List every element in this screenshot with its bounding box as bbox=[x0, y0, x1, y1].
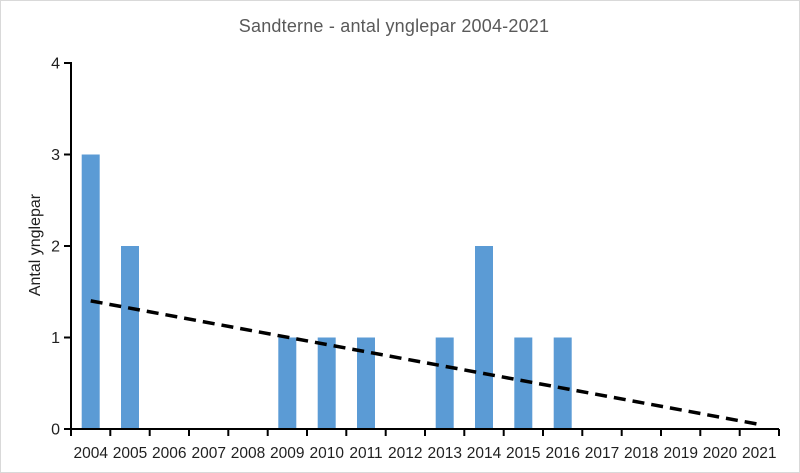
x-tick-label-2006: 2006 bbox=[152, 445, 186, 462]
x-tick-label-2007: 2007 bbox=[191, 445, 225, 462]
bar-2014 bbox=[475, 246, 493, 429]
trendline bbox=[90, 299, 760, 427]
y-tick-label-0: 0 bbox=[51, 422, 60, 439]
x-tick-label-2014: 2014 bbox=[467, 445, 502, 462]
x-tick-label-2013: 2013 bbox=[427, 445, 461, 462]
y-tick-label-2: 2 bbox=[51, 239, 60, 256]
bar-2013 bbox=[435, 337, 454, 429]
x-tick-label-2015: 2015 bbox=[506, 445, 540, 462]
x-tick-label-2009: 2009 bbox=[270, 445, 304, 462]
x-tick-label-2005: 2005 bbox=[113, 445, 147, 462]
x-tick-label-2016: 2016 bbox=[545, 445, 579, 462]
y-tick-label-1: 1 bbox=[51, 330, 60, 347]
x-tick-label-2019: 2019 bbox=[663, 445, 697, 462]
bar-2010 bbox=[317, 337, 336, 429]
bar-2011 bbox=[357, 337, 375, 429]
x-tick-label-2020: 2020 bbox=[703, 445, 738, 462]
x-tick-label-2017: 2017 bbox=[585, 445, 619, 462]
x-tick-label-2004: 2004 bbox=[73, 445, 108, 462]
bar-2016 bbox=[553, 337, 572, 429]
x-tick-label-2010: 2010 bbox=[309, 445, 344, 462]
x-tick-label-2008: 2008 bbox=[231, 445, 265, 462]
chart-title: Sandterne - antal ynglepar 2004-2021 bbox=[238, 16, 550, 36]
bar-2004 bbox=[81, 154, 100, 429]
bar-2005 bbox=[121, 246, 139, 429]
bar-2015 bbox=[514, 337, 533, 429]
bar-2009 bbox=[278, 337, 297, 429]
x-tick-label-2021: 2021 bbox=[742, 445, 776, 462]
y-tick-label-4: 4 bbox=[51, 56, 60, 73]
x-tick-label-2018: 2018 bbox=[624, 445, 658, 462]
x-tick-label-2012: 2012 bbox=[388, 445, 422, 462]
y-tick-label-3: 3 bbox=[51, 147, 60, 164]
x-tick-label-2011: 2011 bbox=[349, 445, 382, 462]
